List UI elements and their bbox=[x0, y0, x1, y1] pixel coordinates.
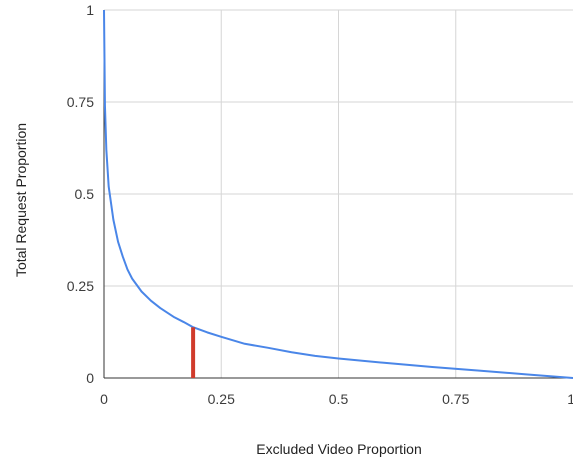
tick-labels: 0 0.25 0.5 0.75 1 0 0.25 0.5 0.75 1 bbox=[67, 2, 573, 407]
y-tick-label: 0.25 bbox=[67, 278, 94, 294]
y-axis-title: Total Request Proportion bbox=[13, 123, 29, 277]
y-tick-label: 0 bbox=[86, 370, 94, 386]
x-tick-label: 0.25 bbox=[208, 391, 235, 407]
grid bbox=[104, 9, 573, 378]
y-tick-label: 1 bbox=[86, 2, 94, 18]
y-tick-label: 0.5 bbox=[75, 186, 95, 202]
x-tick-label: 0.75 bbox=[442, 391, 469, 407]
x-tick-label: 0.5 bbox=[329, 391, 349, 407]
y-tick-label: 0.75 bbox=[67, 94, 94, 110]
x-tick-label: 0 bbox=[100, 391, 108, 407]
x-tick-label: 1 bbox=[567, 391, 573, 407]
series-line bbox=[103, 9, 573, 379]
x-axis-title: Excluded Video Proportion bbox=[256, 441, 422, 457]
plot-series bbox=[103, 9, 573, 379]
